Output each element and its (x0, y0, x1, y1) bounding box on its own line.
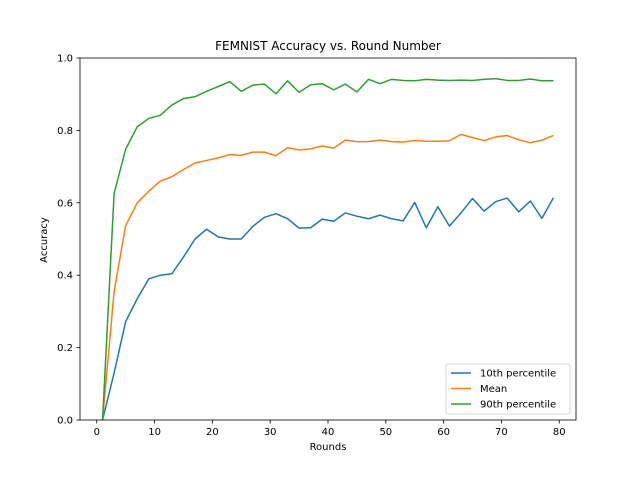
y-tick-label: 0.6 (57, 198, 73, 209)
legend: 10th percentile Mean 90th percentile (445, 363, 571, 415)
plot-frame (79, 57, 577, 421)
x-tick-label: 80 (553, 427, 566, 438)
y-axis-label: Accuracy (39, 217, 50, 263)
y-axis: 0.0 0.2 0.4 0.6 0.8 1.0 (57, 54, 80, 427)
x-axis: 0 10 20 30 40 50 60 70 80 (94, 420, 566, 438)
x-tick-label: 40 (322, 427, 335, 438)
legend-label: 10th percentile (480, 369, 556, 380)
x-tick-label: 0 (94, 427, 100, 438)
y-tick-label: 0.0 (57, 416, 73, 427)
chart-title: FEMNIST Accuracy vs. Round Number (215, 39, 441, 53)
y-tick-label: 0.2 (57, 343, 73, 354)
y-tick-label: 0.4 (57, 271, 73, 282)
series-line-1 (101, 133, 554, 421)
x-tick-label: 70 (495, 427, 508, 438)
x-tick-label: 30 (264, 427, 277, 438)
legend-label: Mean (480, 384, 507, 395)
x-tick-label: 50 (379, 427, 392, 438)
x-tick-label: 10 (148, 427, 161, 438)
x-tick-label: 60 (437, 427, 450, 438)
y-tick-label: 0.8 (57, 126, 73, 137)
legend-box (445, 363, 571, 415)
x-axis-label: Rounds (310, 442, 347, 453)
legend-label: 90th percentile (480, 400, 556, 411)
series-line-2 (101, 77, 554, 421)
x-tick-label: 20 (206, 427, 219, 438)
y-tick-label: 1.0 (57, 54, 73, 65)
series-line-0 (101, 197, 555, 421)
series-lines (101, 77, 555, 421)
